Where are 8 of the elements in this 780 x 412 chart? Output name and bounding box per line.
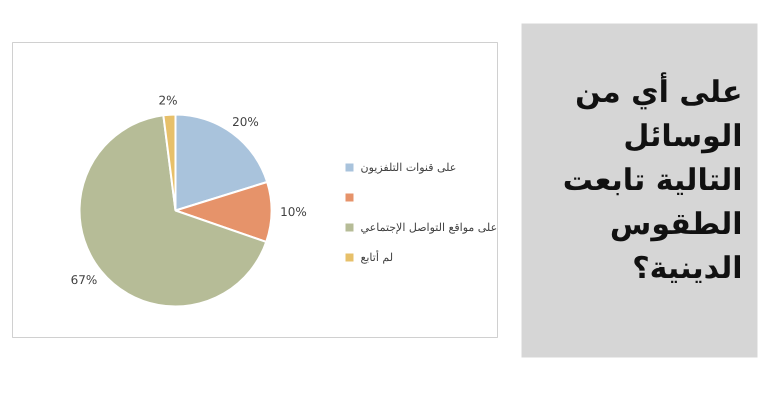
data-label: 67% bbox=[70, 272, 98, 287]
legend-label: لم أتابع bbox=[360, 250, 394, 264]
data-label: 2% bbox=[158, 94, 178, 108]
data-label: 10% bbox=[280, 205, 307, 220]
text: على أي من الوسائل التالية تابعت الطقوس الدينية؟ bbox=[562, 72, 743, 286]
legend-label: على قنوات التلفزيون bbox=[360, 161, 456, 174]
data-label: 20% bbox=[232, 114, 259, 129]
legend-label: على مواقع التواصل الإجتماعي bbox=[360, 221, 498, 234]
